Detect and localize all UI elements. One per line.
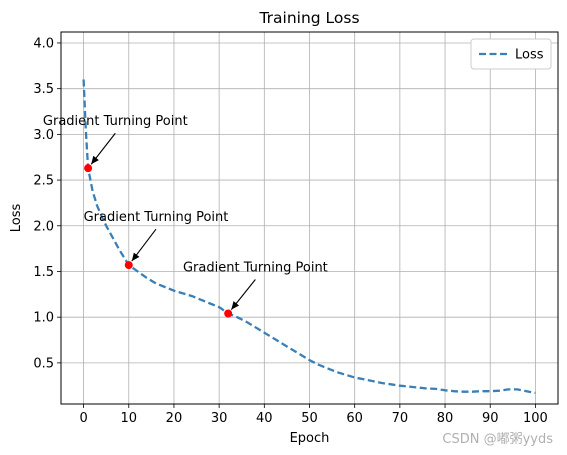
y-tick-label: 2.0 [33, 219, 54, 234]
turning-point-marker [224, 309, 233, 318]
annotation-label: Gradient Turning Point [43, 114, 188, 129]
x-tick-label: 70 [392, 411, 409, 426]
annotation-arrow-head [131, 252, 140, 262]
legend-box [470, 38, 552, 70]
turning-point-marker [124, 261, 133, 270]
y-tick-label: 1.5 [33, 265, 54, 280]
x-tick-label: 100 [523, 411, 548, 426]
y-tick-label: 3.0 [33, 128, 54, 143]
x-tick-label: 40 [256, 411, 273, 426]
y-tick-label: 3.5 [33, 82, 54, 97]
turning-point-marker [84, 164, 93, 173]
y-tick-label: 0.5 [33, 356, 54, 371]
x-tick-label: 30 [211, 411, 228, 426]
ticks-layer: 0 10 20 30 40 50 60 70 80 90 100 0.5 1.0 1.5 2.0 2.5 3.0… [33, 36, 548, 426]
x-tick-label: 0 [79, 411, 87, 426]
annotation-label: Gradient Turning Point [183, 260, 328, 275]
x-tick-label: 90 [482, 411, 499, 426]
y-tick-label: 1.0 [33, 311, 54, 326]
x-axis-label: Epoch [290, 431, 330, 446]
chart-title: Training Loss [258, 9, 359, 27]
y-axis-label: Loss [9, 204, 24, 233]
points-layer [84, 164, 233, 318]
x-tick-label: 20 [166, 411, 183, 426]
watermark: CSDN @嘟粥yyds [442, 431, 553, 447]
annotation-arrow-head [91, 155, 99, 165]
annotations-layer: Gradient Turning Point Gradient Turning P… [43, 114, 328, 310]
annotation-label: Gradient Turning Point [84, 210, 229, 225]
x-tick-label: 60 [346, 411, 363, 426]
legend-label: Loss [515, 48, 544, 63]
annotation-arrow-head [231, 301, 240, 310]
y-tick-label: 4.0 [33, 36, 54, 51]
x-tick-label: 10 [120, 411, 137, 426]
y-tick-label: 2.5 [33, 174, 54, 189]
x-tick-label: 80 [437, 411, 454, 426]
legend: Loss [470, 38, 552, 70]
x-tick-label: 50 [301, 411, 318, 426]
